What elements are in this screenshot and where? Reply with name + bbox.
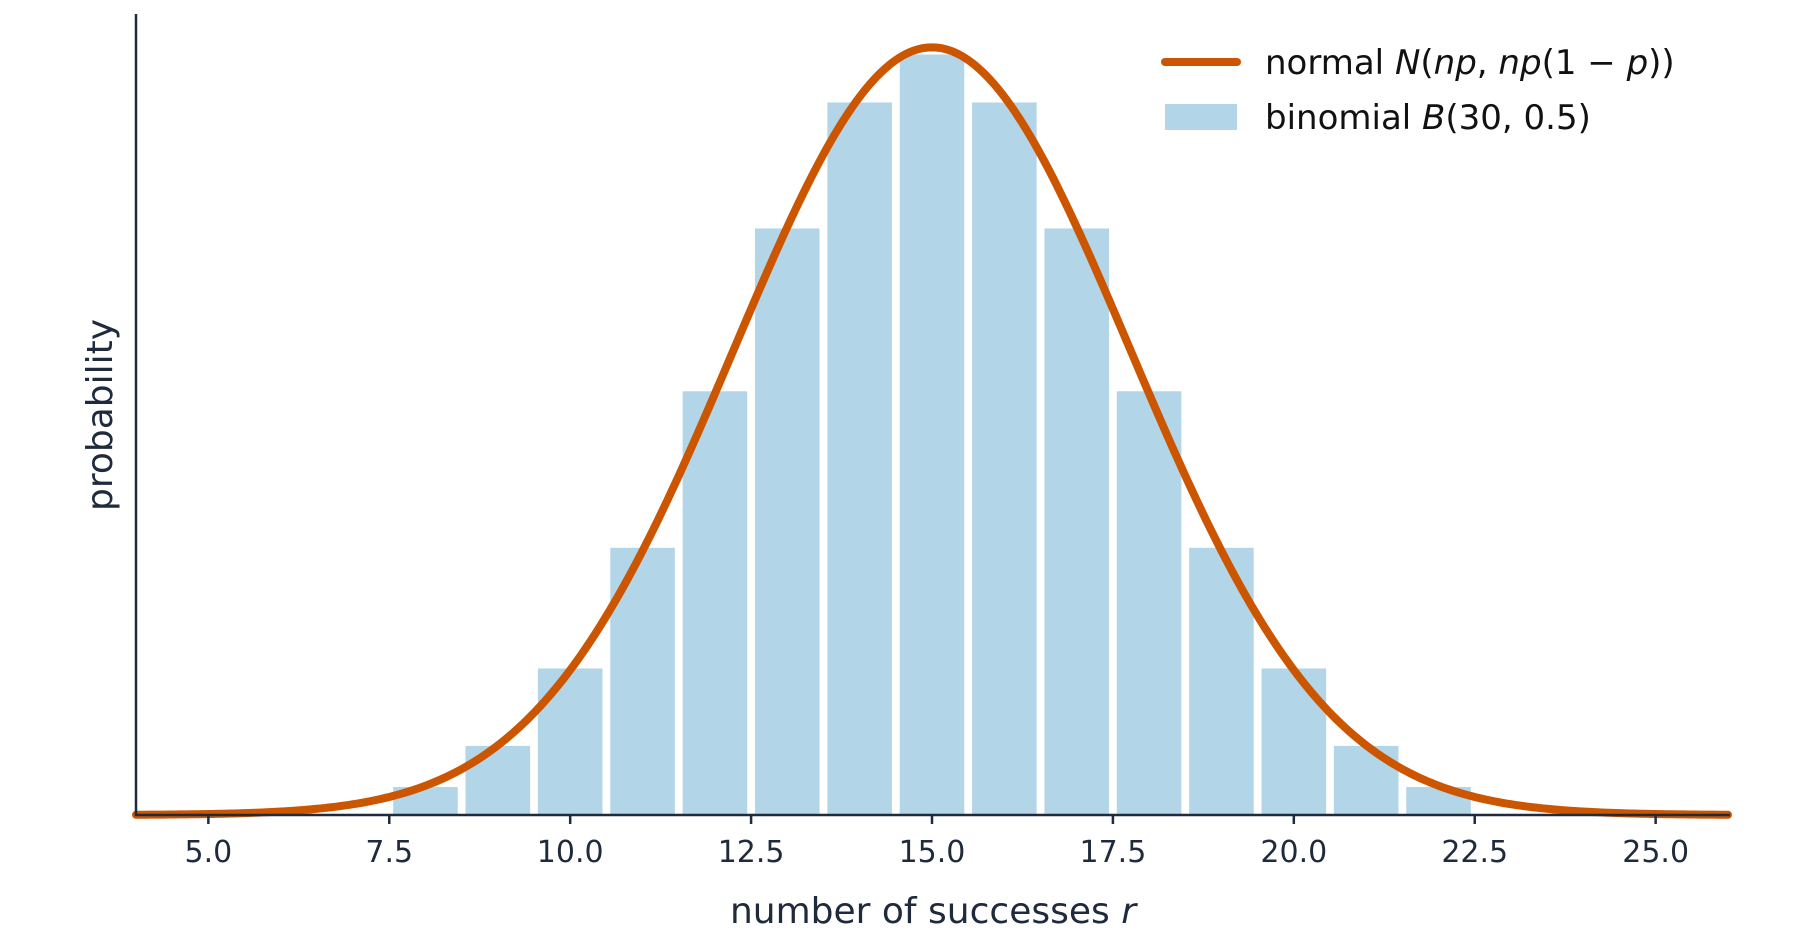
normal-curve xyxy=(132,43,1732,819)
legend-patch-swatch xyxy=(1165,104,1237,130)
x-tick-label: 22.5 xyxy=(1441,835,1508,870)
x-axis-ticks: 5.0 7.5 10.0 12.5 15.0 17.5 20.0 22.5 25.0 xyxy=(185,815,1689,870)
x-tick-label: 12.5 xyxy=(718,835,785,870)
bar-r-21 xyxy=(1331,743,1401,816)
x-axis-label-var: r xyxy=(1121,891,1138,932)
bar-r-16 xyxy=(970,100,1039,816)
x-tick-label: 7.5 xyxy=(365,835,413,870)
x-axis-label: number of successes r xyxy=(730,891,1138,932)
legend-label: normal N(np, np(1 − p)) xyxy=(1265,43,1675,83)
bar-r-9 xyxy=(463,743,533,816)
bar-r-20 xyxy=(1259,666,1329,817)
x-tick-label: 5.0 xyxy=(185,835,233,870)
bar-r-13 xyxy=(752,226,822,817)
bar-r-10 xyxy=(535,666,605,817)
x-tick-label: 17.5 xyxy=(1080,835,1147,870)
bar-r-18 xyxy=(1114,389,1184,816)
bar-r-14 xyxy=(825,100,894,816)
y-axis-label: probability xyxy=(80,319,121,511)
x-tick-label: 10.0 xyxy=(537,835,604,870)
x-tick-label: 15.0 xyxy=(899,835,966,870)
x-tick-label: 20.0 xyxy=(1260,835,1327,870)
x-tick-label: 25.0 xyxy=(1622,835,1689,870)
bar-r-17 xyxy=(1042,226,1112,817)
x-axis-label-text: number of successes xyxy=(730,891,1110,932)
bar-series xyxy=(391,52,1473,817)
legend: normal N(np, np(1 − p)) binomial B(30, 0.… xyxy=(1161,43,1675,138)
legend-label: binomial B(30, 0.5) xyxy=(1265,98,1591,138)
bar-r-15 xyxy=(897,52,967,817)
